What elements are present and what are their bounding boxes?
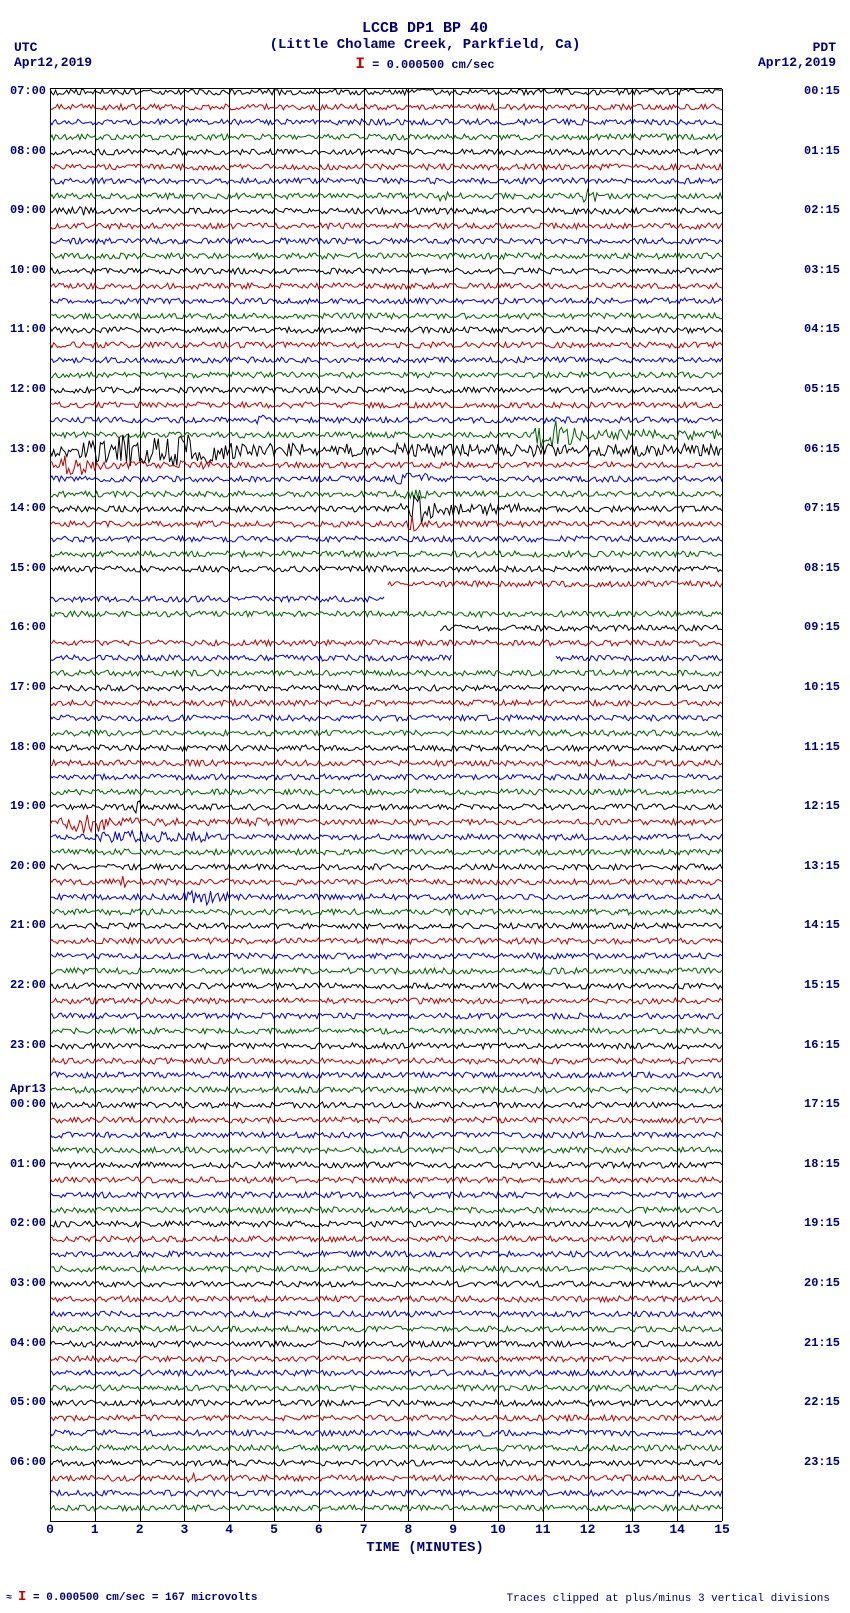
left-time-label: 21:00 bbox=[10, 918, 46, 932]
x-tick: 15 bbox=[714, 1522, 730, 1537]
left-day-label: Apr13 bbox=[10, 1082, 46, 1096]
left-time-label: 14:00 bbox=[10, 501, 46, 515]
left-time-axis: 07:0008:0009:0010:0011:0012:0013:0014:00… bbox=[0, 88, 48, 1520]
x-tick: 9 bbox=[449, 1522, 457, 1537]
left-time-label: 09:00 bbox=[10, 203, 46, 217]
right-time-label: 13:15 bbox=[804, 859, 840, 873]
x-tick: 5 bbox=[270, 1522, 278, 1537]
footer-left: ≈ I = 0.000500 cm/sec = 167 microvolts bbox=[6, 1589, 257, 1605]
right-time-label: 07:15 bbox=[804, 501, 840, 515]
x-tick: 4 bbox=[225, 1522, 233, 1537]
top-right-label: PDT Apr12,2019 bbox=[758, 40, 836, 70]
right-time-label: 18:15 bbox=[804, 1157, 840, 1171]
right-time-label: 22:15 bbox=[804, 1395, 840, 1409]
left-time-label: 05:00 bbox=[10, 1395, 46, 1409]
left-time-label: 11:00 bbox=[10, 322, 46, 336]
left-time-label: 08:00 bbox=[10, 144, 46, 158]
x-tick: 7 bbox=[360, 1522, 368, 1537]
right-time-label: 09:15 bbox=[804, 620, 840, 634]
left-time-label: 23:00 bbox=[10, 1038, 46, 1052]
x-tick: 2 bbox=[136, 1522, 144, 1537]
footer-left-text: = 0.000500 cm/sec = 167 microvolts bbox=[26, 1592, 257, 1604]
tz-right: PDT bbox=[758, 40, 836, 55]
right-time-label: 06:15 bbox=[804, 442, 840, 456]
left-time-label: 06:00 bbox=[10, 1455, 46, 1469]
right-time-label: 00:15 bbox=[804, 84, 840, 98]
footer-right: Traces clipped at plus/minus 3 vertical … bbox=[507, 1593, 830, 1605]
helicorder-plot bbox=[50, 88, 722, 1522]
x-tick: 12 bbox=[580, 1522, 596, 1537]
left-time-label: 10:00 bbox=[10, 263, 46, 277]
right-time-label: 16:15 bbox=[804, 1038, 840, 1052]
left-time-label: 01:00 bbox=[10, 1157, 46, 1171]
left-time-label: 19:00 bbox=[10, 799, 46, 813]
right-time-label: 23:15 bbox=[804, 1455, 840, 1469]
right-time-label: 03:15 bbox=[804, 263, 840, 277]
right-time-label: 17:15 bbox=[804, 1097, 840, 1111]
left-time-label: 04:00 bbox=[10, 1336, 46, 1350]
x-tick: 10 bbox=[490, 1522, 506, 1537]
seismogram-container: LCCB DP1 BP 40 (Little Cholame Creek, Pa… bbox=[0, 0, 850, 1613]
x-tick: 11 bbox=[535, 1522, 551, 1537]
tz-left: UTC bbox=[14, 40, 92, 55]
right-time-label: 05:15 bbox=[804, 382, 840, 396]
right-time-axis: 00:1501:1502:1503:1504:1505:1506:1507:15… bbox=[802, 88, 850, 1520]
x-axis-label: TIME (MINUTES) bbox=[0, 1540, 850, 1556]
left-time-label: 16:00 bbox=[10, 620, 46, 634]
left-time-label: 17:00 bbox=[10, 680, 46, 694]
right-time-label: 04:15 bbox=[804, 322, 840, 336]
station-subtitle: (Little Cholame Creek, Parkfield, Ca) bbox=[0, 37, 850, 53]
grid-line bbox=[722, 89, 723, 1521]
left-time-label: 15:00 bbox=[10, 561, 46, 575]
x-tick: 0 bbox=[46, 1522, 54, 1537]
station-title: LCCB DP1 BP 40 bbox=[0, 20, 850, 37]
left-time-label: 07:00 bbox=[10, 84, 46, 98]
left-time-label: 03:00 bbox=[10, 1276, 46, 1290]
right-time-label: 21:15 bbox=[804, 1336, 840, 1350]
footer-left-prefix: ≈ bbox=[6, 1593, 18, 1604]
right-time-label: 02:15 bbox=[804, 203, 840, 217]
right-time-label: 19:15 bbox=[804, 1216, 840, 1230]
right-time-label: 15:15 bbox=[804, 978, 840, 992]
right-time-label: 08:15 bbox=[804, 561, 840, 575]
x-tick: 6 bbox=[315, 1522, 323, 1537]
x-tick: 14 bbox=[669, 1522, 685, 1537]
x-tick: 3 bbox=[180, 1522, 188, 1537]
right-time-label: 01:15 bbox=[804, 144, 840, 158]
left-time-label: 22:00 bbox=[10, 978, 46, 992]
right-time-label: 20:15 bbox=[804, 1276, 840, 1290]
right-time-label: 12:15 bbox=[804, 799, 840, 813]
right-time-label: 11:15 bbox=[804, 740, 840, 754]
x-tick: 8 bbox=[404, 1522, 412, 1537]
left-time-label: 12:00 bbox=[10, 382, 46, 396]
right-time-label: 10:15 bbox=[804, 680, 840, 694]
trace-row bbox=[50, 1478, 722, 1538]
right-time-label: 14:15 bbox=[804, 918, 840, 932]
left-time-label: 02:00 bbox=[10, 1216, 46, 1230]
left-time-label: 20:00 bbox=[10, 859, 46, 873]
x-tick: 1 bbox=[91, 1522, 99, 1537]
left-time-label: 18:00 bbox=[10, 740, 46, 754]
x-tick: 13 bbox=[625, 1522, 641, 1537]
left-time-label: 00:00 bbox=[10, 1097, 46, 1111]
date-right: Apr12,2019 bbox=[758, 55, 836, 70]
left-time-label: 13:00 bbox=[10, 442, 46, 456]
